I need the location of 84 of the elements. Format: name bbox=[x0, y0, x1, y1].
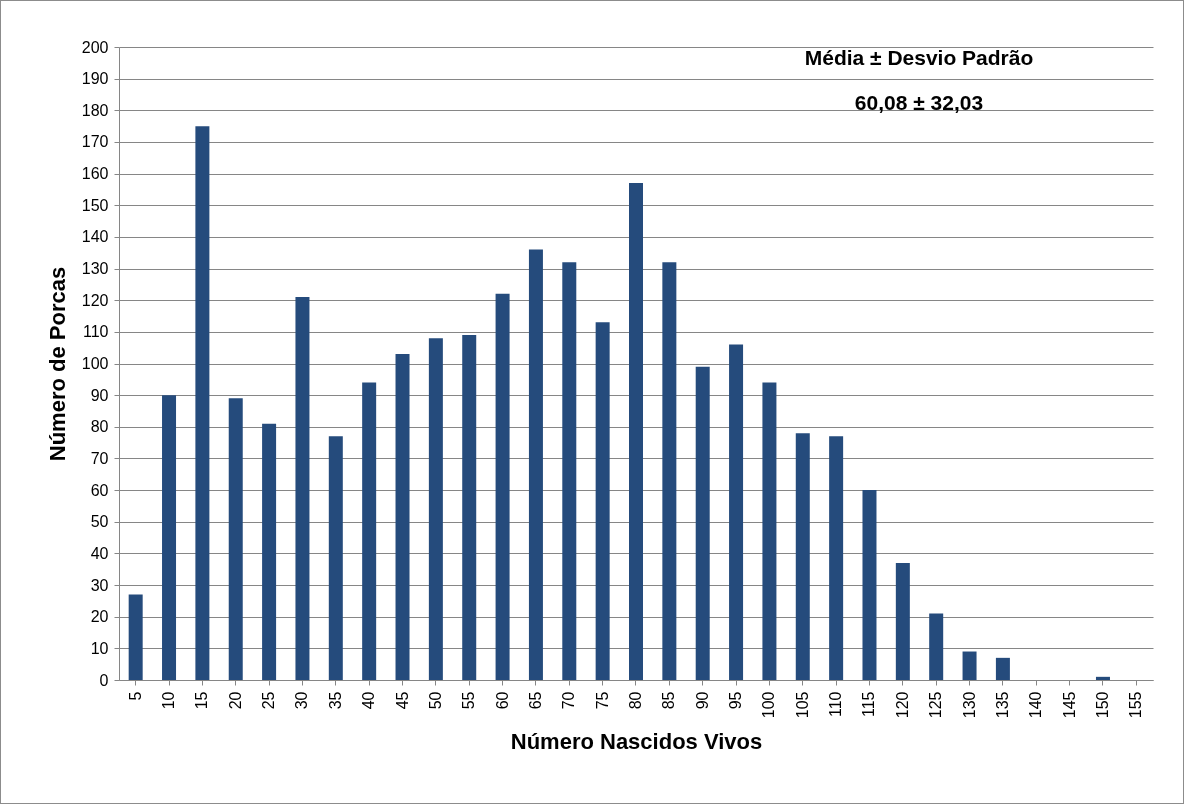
y-tick-label: 110 bbox=[82, 323, 109, 341]
annotation: 60,08 ± 32,03 bbox=[854, 91, 984, 114]
y-tick-label: 120 bbox=[81, 291, 109, 309]
x-tick-label: 5 bbox=[126, 691, 144, 701]
x-tick-label: 110 bbox=[827, 691, 845, 718]
x-tick-label: 60 bbox=[493, 691, 511, 710]
x-tick-label: 10 bbox=[160, 691, 178, 710]
bar bbox=[462, 335, 477, 680]
bar bbox=[128, 594, 143, 680]
bar bbox=[595, 322, 610, 680]
bar bbox=[695, 366, 710, 680]
y-tick-label: 170 bbox=[81, 133, 109, 151]
y-tick-label: 90 bbox=[90, 386, 109, 404]
y-tick-label: 20 bbox=[90, 608, 109, 626]
x-axis-title: Número Nascidos Vivos bbox=[510, 729, 763, 755]
x-tick-label: 45 bbox=[393, 691, 411, 710]
x-tick-label: 115 bbox=[860, 691, 878, 718]
bar bbox=[762, 382, 777, 680]
bar bbox=[495, 293, 510, 680]
x-tick-label: 150 bbox=[1093, 691, 1111, 719]
bar bbox=[862, 490, 877, 680]
bar bbox=[195, 126, 210, 680]
x-tick-label: 25 bbox=[260, 691, 278, 710]
y-tick-label: 60 bbox=[90, 481, 109, 499]
annotation: Média ± Desvio Padrão bbox=[804, 46, 1034, 69]
bar bbox=[395, 354, 410, 680]
x-tick-label: 85 bbox=[660, 691, 678, 710]
bar bbox=[162, 395, 177, 680]
x-tick-label: 90 bbox=[693, 691, 711, 710]
x-tick-label: 80 bbox=[627, 691, 644, 710]
bar bbox=[362, 382, 377, 680]
y-tick-label: 70 bbox=[90, 449, 109, 467]
x-tick-label: 65 bbox=[526, 691, 544, 710]
x-tick-label: 100 bbox=[760, 691, 778, 719]
y-axis-title: Número de Porcas bbox=[44, 266, 70, 462]
y-tick-label: 200 bbox=[81, 38, 109, 56]
bar bbox=[528, 249, 543, 680]
x-tick-label: 140 bbox=[1027, 691, 1045, 719]
y-tick-label: 100 bbox=[81, 355, 109, 372]
x-tick-label: 15 bbox=[193, 691, 211, 710]
x-tick-label: 145 bbox=[1060, 691, 1078, 719]
y-tick-label: 140 bbox=[81, 228, 109, 246]
y-tick-label: 130 bbox=[81, 260, 109, 278]
bar bbox=[629, 183, 643, 680]
bar bbox=[228, 398, 243, 680]
x-tick-label: 70 bbox=[560, 691, 578, 710]
bar bbox=[795, 433, 810, 680]
bar bbox=[895, 562, 910, 680]
x-tick-label: 30 bbox=[293, 691, 311, 710]
x-tick-label: 75 bbox=[593, 691, 611, 710]
y-tick-label: 80 bbox=[90, 418, 109, 436]
bar bbox=[262, 423, 277, 680]
bar bbox=[962, 651, 977, 680]
x-tick-label: 55 bbox=[460, 691, 478, 710]
bar bbox=[929, 613, 944, 680]
bar bbox=[1095, 676, 1110, 680]
bar bbox=[562, 262, 577, 680]
x-tick-label: 50 bbox=[426, 691, 444, 710]
bar bbox=[829, 436, 844, 680]
bar bbox=[662, 262, 677, 680]
bar bbox=[295, 297, 310, 680]
x-tick-label: 155 bbox=[1127, 691, 1145, 719]
y-tick-label: 0 bbox=[99, 671, 109, 689]
y-tick-label: 10 bbox=[90, 639, 109, 657]
x-tick-label: 135 bbox=[993, 691, 1011, 719]
bar bbox=[328, 436, 343, 680]
x-tick-label: 40 bbox=[360, 691, 378, 710]
y-tick-label: 190 bbox=[81, 70, 109, 88]
y-tick-label: 50 bbox=[90, 513, 109, 531]
y-tick-label: 150 bbox=[81, 196, 109, 214]
y-tick-label: 40 bbox=[90, 544, 109, 562]
bar bbox=[729, 344, 744, 680]
y-tick-label: 180 bbox=[81, 101, 109, 119]
x-tick-label: 20 bbox=[226, 691, 244, 710]
x-tick-label: 95 bbox=[727, 691, 745, 710]
y-tick-label: 30 bbox=[90, 576, 109, 594]
x-tick-label: 130 bbox=[960, 691, 978, 719]
x-tick-label: 120 bbox=[893, 691, 911, 719]
x-tick-label: 35 bbox=[326, 691, 344, 710]
y-tick-label: 160 bbox=[81, 165, 109, 183]
bar bbox=[995, 657, 1010, 680]
x-tick-label: 125 bbox=[927, 691, 945, 719]
x-tick-label: 105 bbox=[793, 691, 811, 719]
bar bbox=[428, 338, 443, 680]
